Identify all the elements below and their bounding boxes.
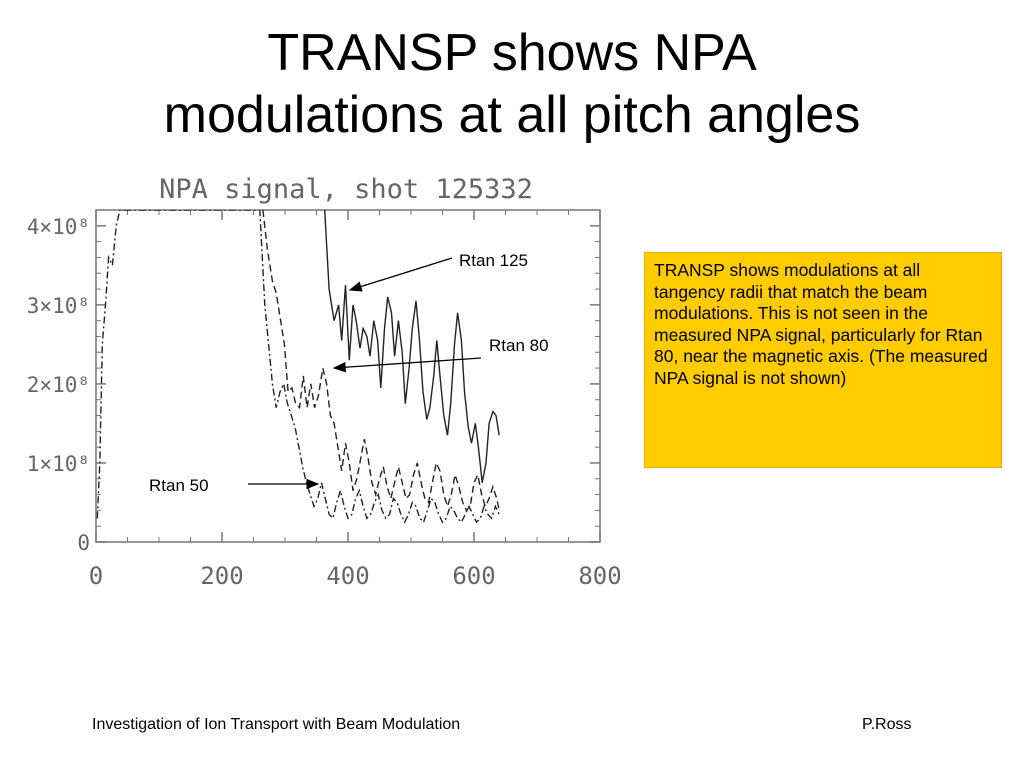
footer-presentation-title: Investigation of Ion Transport with Beam…: [92, 716, 461, 733]
y-tick-label: 1×10⁸: [27, 452, 90, 476]
x-tick-label: 200: [200, 562, 243, 590]
annotation-label-rtan-125: Rtan 125: [459, 251, 528, 270]
chart-series: [96, 210, 500, 524]
x-tick-label: 400: [326, 562, 369, 590]
annotation-label-rtan-50: Rtan 50: [149, 476, 209, 495]
annotation-arrow-rtan-125: [348, 257, 453, 292]
chart-annotations: Rtan 125 Rtan 80 Rtan 50: [149, 251, 549, 495]
annotation-label-rtan-80: Rtan 80: [489, 336, 549, 355]
footer-author: P.Ross: [862, 716, 912, 733]
x-tick-label: 0: [89, 562, 103, 590]
chart-title: NPA signal, shot 125332: [159, 174, 533, 205]
explanation-note-text: TRANSP shows modulations at all tangency…: [654, 260, 988, 388]
series-line-rtan-80: [262, 210, 500, 512]
y-tick-label: 3×10⁸: [27, 294, 90, 318]
slide-title-line-2: modulations at all pitch angles: [163, 86, 861, 144]
explanation-note: TRANSP shows modulations at all tangency…: [644, 252, 1002, 468]
series-line-rtan-125: [324, 210, 500, 483]
y-tick-label: 4×10⁸: [27, 215, 90, 239]
x-tick-label: 800: [578, 562, 621, 590]
y-tick-label: 0: [77, 531, 90, 555]
annotation-arrow-rtan-80: [332, 357, 482, 373]
slide-title: TRANSP shows NPA modulations at all pitc…: [0, 22, 1024, 146]
y-tick-label: 2×10⁸: [27, 373, 90, 397]
x-tick-label: 600: [452, 562, 495, 590]
chart-axes: 0 200 400 600 800 0 1×10⁸ 2×10⁸ 3×10⁸ 4×10⁸: [27, 209, 622, 590]
slide-title-line-1: TRANSP shows NPA: [267, 24, 757, 82]
series-line-rtan-50: [96, 210, 500, 524]
